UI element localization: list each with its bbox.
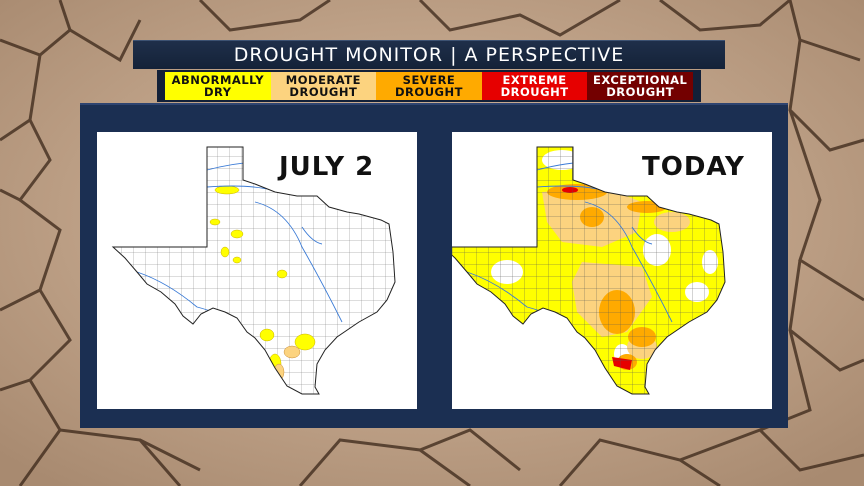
legend-abnormally-dry: ABNORMALLY DRY	[165, 72, 271, 100]
page-title: DROUGHT MONITOR | A PERSPECTIVE	[133, 40, 725, 69]
texas-map-today	[452, 146, 726, 395]
legend-exceptional-drought: EXCEPTIONAL DROUGHT	[587, 72, 693, 100]
legend-extreme-drought: EXTREME DROUGHT	[481, 72, 588, 100]
legend-severe-drought: SEVERE DROUGHT	[376, 72, 482, 100]
maps-panel: JULY 2	[80, 103, 788, 428]
texas-map-july-2	[112, 146, 396, 395]
map-date-label: TODAY	[642, 152, 745, 182]
map-date-label: JULY 2	[279, 152, 375, 182]
drought-legend: ABNORMALLY DRY MODERATE DROUGHT SEVERE D…	[157, 70, 701, 102]
legend-moderate-drought: MODERATE DROUGHT	[270, 72, 377, 100]
map-july-2: JULY 2	[97, 132, 417, 409]
map-today: TODAY	[452, 132, 772, 409]
